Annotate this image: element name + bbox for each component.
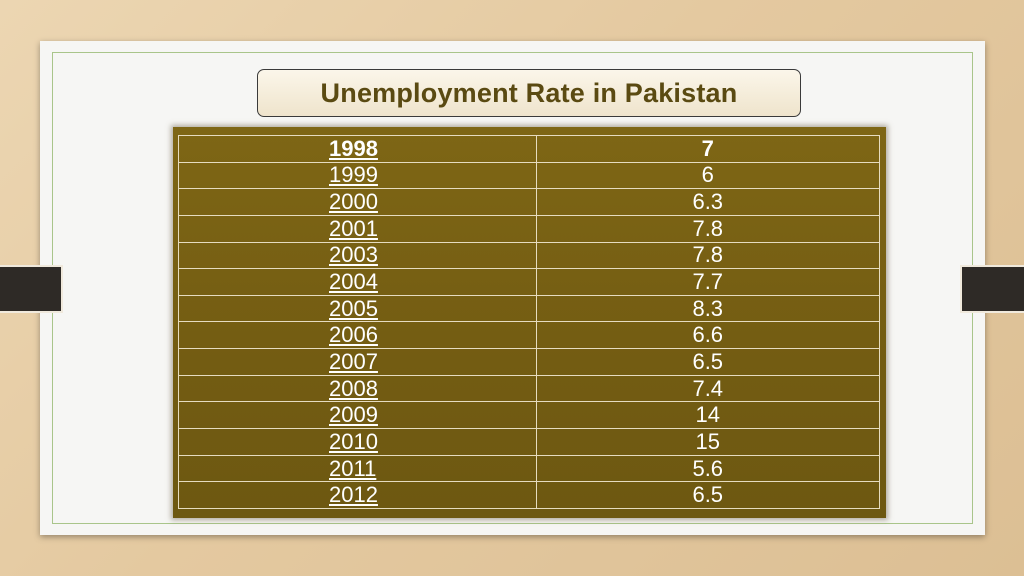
year-cell: 2006 [178,321,537,350]
right-side-tab [960,265,1024,313]
year-cell: 1998 [178,135,537,163]
table-row: 2012 6.5 [178,481,880,509]
table-row: 2009 14 [178,401,880,430]
year-cell: 2012 [178,481,537,509]
table-row: 2001 7.8 [178,214,880,243]
table-row: 2004 7.7 [178,268,880,296]
table-row: 2003 7.8 [178,241,880,270]
rate-cell: 14 [535,401,880,430]
rate-cell: 6.6 [535,321,880,350]
rate-cell: 6.5 [535,348,880,376]
table-row: 2007 6.5 [178,348,880,376]
year-cell: 2009 [178,401,537,430]
left-side-tab [0,265,63,313]
year-cell: 2011 [178,454,537,483]
year-cell: 2008 [178,374,537,403]
table-row: 1999 6 [178,161,880,190]
rate-cell: 15 [535,428,880,456]
rate-cell: 6.5 [535,481,880,509]
rate-cell: 7.8 [535,214,880,243]
year-cell: 2005 [178,294,537,323]
rate-cell: 8.3 [535,294,880,323]
year-cell: 2003 [178,241,537,270]
slide-title: Unemployment Rate in Pakistan [320,77,738,108]
table-row: 1998 7 [178,135,880,163]
year-cell: 2001 [178,214,537,243]
rate-cell: 7.7 [535,268,880,296]
rate-cell: 6.3 [535,188,880,216]
table-row: 2005 8.3 [178,294,880,323]
table-row: 2010 15 [178,428,880,456]
table-row: 2000 6.3 [178,188,880,216]
year-cell: 1999 [178,161,537,190]
table-row: 2011 5.6 [178,454,880,483]
rate-cell: 5.6 [535,454,880,483]
rate-cell: 7 [535,135,880,163]
title-box: Unemployment Rate in Pakistan [257,69,801,117]
rate-cell: 7.8 [535,241,880,270]
rate-cell: 7.4 [535,374,880,403]
table-row: 2006 6.6 [178,321,880,350]
year-cell: 2007 [178,348,537,376]
table-row: 2008 7.4 [178,374,880,403]
year-cell: 2000 [178,188,537,216]
unemployment-table-container: 1998 7 1999 6 2000 6.3 2001 7.8 2003 7.8… [173,127,886,518]
unemployment-table: 1998 7 1999 6 2000 6.3 2001 7.8 2003 7.8… [178,135,880,509]
year-cell: 2010 [178,428,537,456]
rate-cell: 6 [535,161,880,190]
year-cell: 2004 [178,268,537,296]
